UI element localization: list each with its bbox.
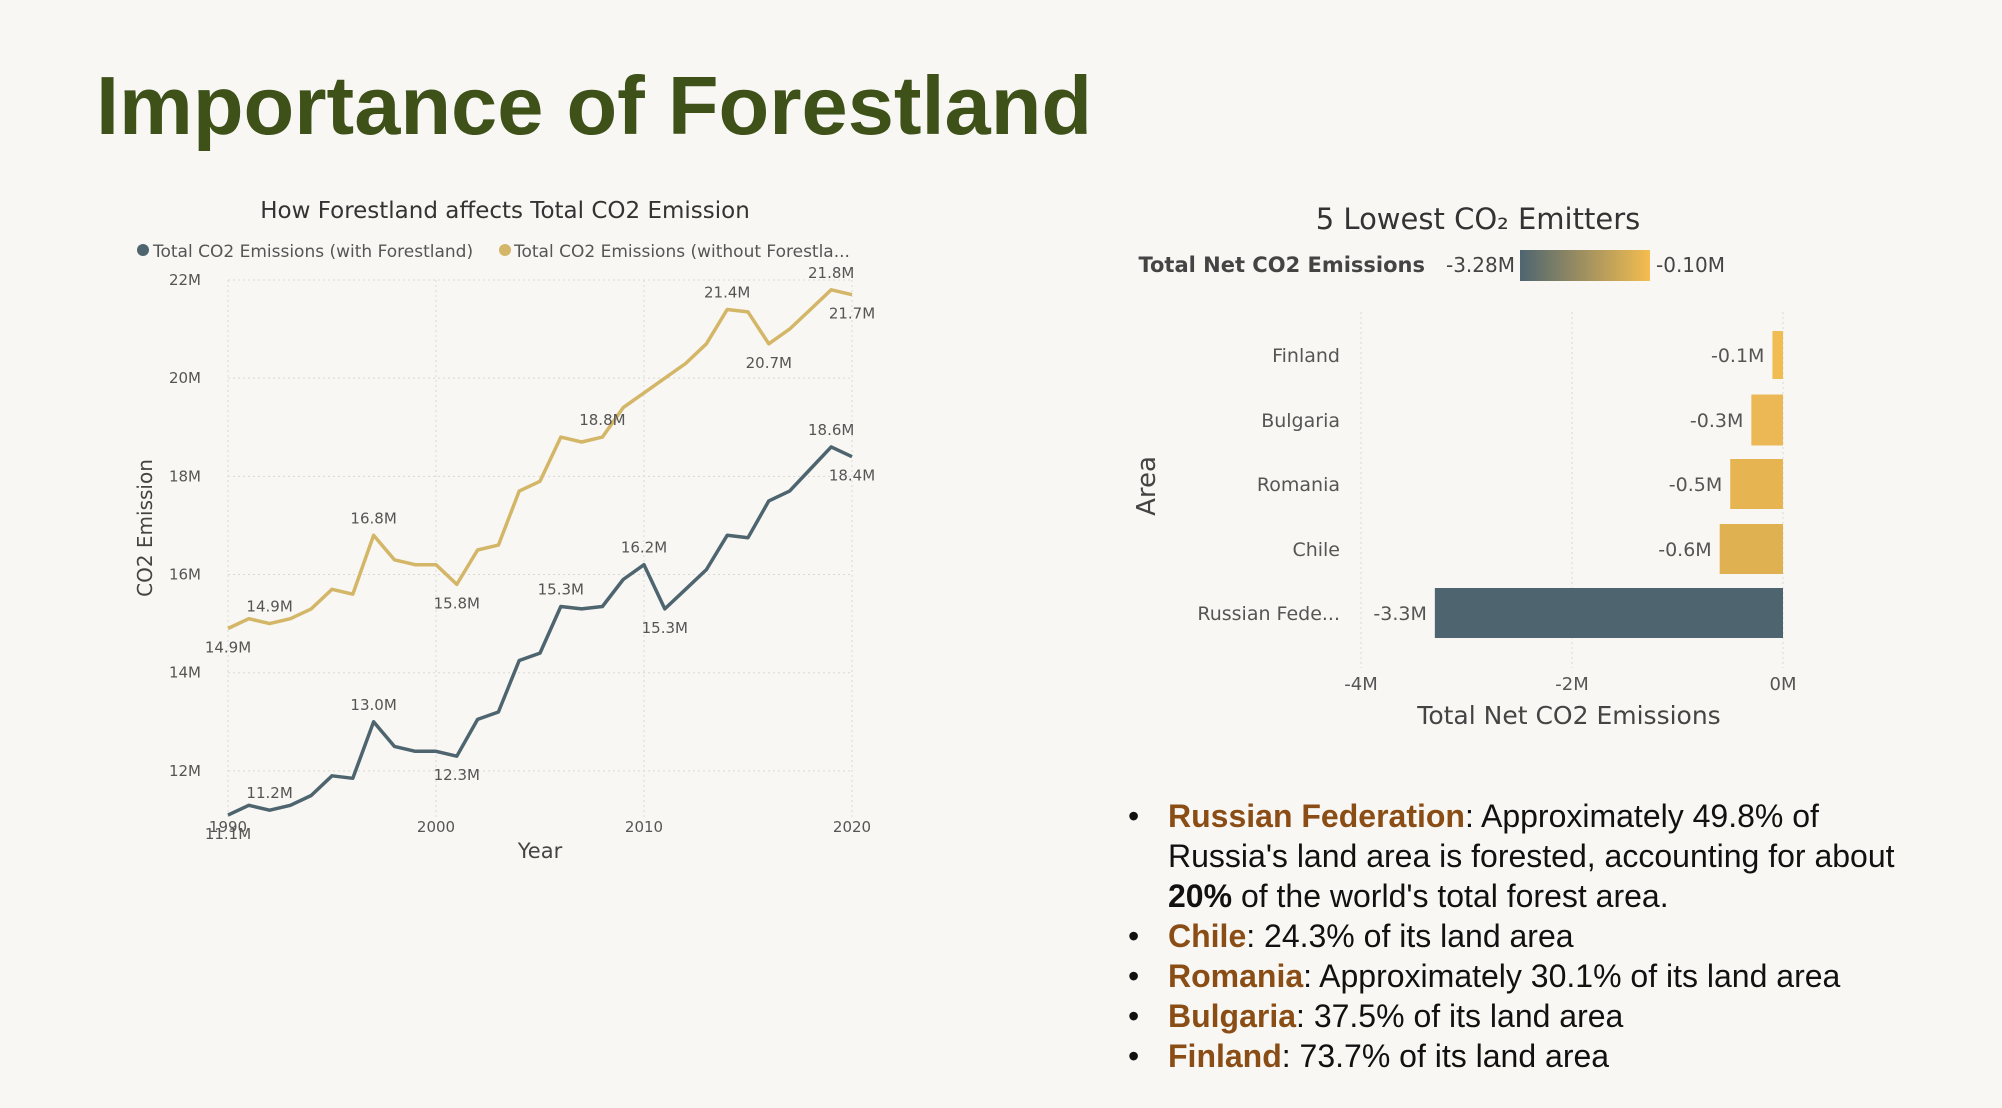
list-item: • Chile: 24.3% of its land area [1128, 916, 1928, 956]
data-label: 11.2M [246, 784, 292, 802]
gradient-legend-label: Total Net CO2 Emissions [1138, 253, 1425, 277]
data-label: 20.7M [746, 354, 792, 372]
y-tick-label: 16M [169, 566, 201, 584]
data-label: 21.7M [829, 305, 875, 323]
data-label: 18.4M [829, 467, 875, 485]
bar[interactable] [1434, 588, 1783, 638]
data-label: 15.8M [434, 594, 480, 612]
legend-marker-with-forestland [137, 244, 149, 256]
data-label: 12.3M [434, 766, 480, 784]
fact-text: : 73.7% of its land area [1281, 1038, 1610, 1074]
country-name: Chile [1168, 918, 1247, 954]
line-chart-series [227, 288, 853, 817]
fact-highlight: 20% [1168, 878, 1233, 914]
data-label: 21.4M [704, 283, 750, 301]
category-label: Romania [1257, 474, 1340, 496]
country-name: Bulgaria [1168, 998, 1297, 1034]
line-chart-data-labels: 11.1M 11.2M 13.0M 12.3M 15.3M 16.2M 15.3M 18.6M… [205, 264, 875, 843]
bullet-icon: • [1128, 918, 1140, 954]
bar-value-label: -0.1M [1711, 345, 1764, 367]
data-label: 11.1M [205, 825, 251, 843]
legend-label-with-forestland[interactable]: Total CO2 Emissions (with Forestland) [152, 242, 473, 262]
line-chart-y-axis-title: CO2 Emission [133, 459, 157, 597]
x-tick-label: 2020 [833, 818, 871, 836]
data-label: 14.9M [205, 639, 251, 657]
category-label: Finland [1272, 345, 1340, 367]
x-tick-label: 2010 [625, 818, 663, 836]
category-label: Bulgaria [1261, 410, 1340, 432]
fact-text: : Approximately 49.8% of Russia's land a… [1168, 798, 1895, 874]
category-label: Chile [1292, 539, 1340, 561]
line-chart-grid [227, 279, 853, 820]
fact-text-tail: of the world's total forest area. [1232, 878, 1669, 914]
line-chart-x-axis: 1990 2000 2010 2020 [209, 818, 871, 836]
data-label: 21.8M [808, 264, 854, 282]
gradient-legend-max: -0.10M [1656, 253, 1725, 277]
bar-chart-x-axis-title: Total Net CO2 Emissions [1416, 701, 1720, 730]
bar-chart-category-axis: Finland Bulgaria Romania Chile Russian Fede.… [1197, 345, 1340, 625]
bar-chart-y-axis-title: Area [1132, 456, 1162, 516]
data-label: 16.8M [350, 509, 396, 527]
data-label: 16.2M [621, 539, 667, 557]
data-label: 18.8M [579, 411, 625, 429]
bar-chart: 5 Lowest CO₂ Emitters Total Net CO2 Emis… [1132, 202, 1796, 730]
country-name: Finland [1168, 1038, 1282, 1074]
category-label: Russian Fede... [1197, 603, 1340, 625]
y-tick-label: 22M [169, 271, 201, 289]
gradient-legend-min: -3.28M [1446, 253, 1515, 277]
data-label: 14.9M [246, 598, 292, 616]
list-item: • Romania: Approximately 30.1% of its lan… [1128, 956, 1928, 996]
list-item: • Finland: 73.7% of its land area [1128, 1036, 1928, 1076]
forest-facts-list: • Russian Federation: Approximately 49.8%… [1128, 796, 1928, 1076]
fact-text: : Approximately 30.1% of its land area [1303, 958, 1841, 994]
x-tick-label: -2M [1555, 674, 1588, 695]
bar-value-label: -0.5M [1669, 474, 1722, 496]
bar-value-label: -3.3M [1373, 603, 1426, 625]
fact-text: : 24.3% of its land area [1246, 918, 1574, 954]
x-tick-label: 0M [1770, 674, 1797, 695]
gradient-legend-bar [1520, 250, 1650, 281]
line-chart: How Forestland affects Total CO2 Emissio… [133, 198, 875, 863]
bar-value-label: -0.3M [1690, 410, 1743, 432]
series-line-with-forestland[interactable] [227, 445, 853, 817]
data-label: 13.0M [350, 696, 396, 714]
country-name: Russian Federation [1168, 798, 1465, 834]
line-chart-y-axis: 12M 14M 16M 18M 20M 22M [169, 271, 201, 780]
bullet-icon: • [1128, 958, 1140, 994]
fact-text: : 37.5% of its land area [1296, 998, 1624, 1034]
bullet-icon: • [1128, 998, 1140, 1034]
bar[interactable] [1751, 394, 1783, 446]
bullet-icon: • [1128, 798, 1140, 834]
bullet-icon: • [1128, 1038, 1140, 1074]
x-tick-label: 2000 [417, 818, 455, 836]
list-item: • Russian Federation: Approximately 49.8%… [1128, 796, 1928, 916]
data-label: 15.3M [642, 619, 688, 637]
y-tick-label: 12M [169, 762, 201, 780]
line-chart-title: How Forestland affects Total CO2 Emissio… [260, 198, 750, 224]
legend-label-without-forestland[interactable]: Total CO2 Emissions (without Forestla... [513, 242, 850, 262]
data-label: 15.3M [538, 580, 584, 598]
data-label: 18.6M [808, 421, 854, 439]
bar-chart-title: 5 Lowest CO₂ Emitters [1316, 202, 1640, 236]
y-tick-label: 14M [169, 664, 201, 682]
y-tick-label: 18M [169, 467, 201, 485]
country-name: Romania [1168, 958, 1304, 994]
bar-value-label: -0.6M [1658, 539, 1711, 561]
y-tick-label: 20M [169, 369, 201, 387]
line-chart-x-axis-title: Year [517, 839, 563, 863]
legend-marker-without-forestland [499, 244, 511, 256]
bar-chart-bars [1434, 331, 1783, 638]
bar[interactable] [1730, 459, 1783, 509]
bar-chart-data-labels: -0.1M -0.3M -0.5M -0.6M -3.3M [1373, 345, 1764, 625]
bar-chart-x-axis: -4M -2M 0M [1344, 674, 1796, 695]
bar[interactable] [1772, 331, 1783, 379]
page-title: Importance of Forestland [96, 59, 1093, 152]
bar[interactable] [1719, 524, 1783, 574]
list-item: • Bulgaria: 37.5% of its land area [1128, 996, 1928, 1036]
series-line-without-forestland[interactable] [227, 288, 853, 631]
x-tick-label: 1990 [209, 818, 247, 836]
x-tick-label: -4M [1344, 674, 1377, 695]
